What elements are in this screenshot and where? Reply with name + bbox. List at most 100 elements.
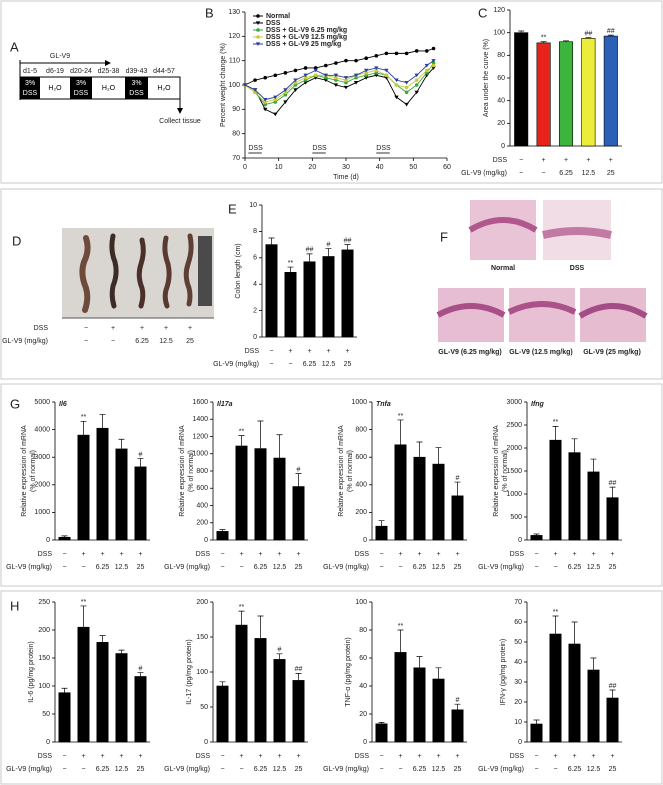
point [414, 78, 419, 82]
y-axis-label: (% of normal) [502, 450, 509, 492]
y-axis-label: IL-6 (pg/mg protein) [28, 641, 35, 702]
histology-label: Normal [491, 265, 515, 272]
series-line [244, 62, 434, 105]
y-tick-label: 0 [46, 537, 50, 544]
bar [549, 633, 562, 743]
error-bar [276, 434, 283, 459]
dss-cell: + [188, 325, 192, 332]
y-axis-label: IFN-γ (pg/mg protein) [500, 639, 507, 706]
point [414, 90, 419, 95]
y-tick-label: 0 [501, 143, 505, 150]
dose-cell: − [81, 766, 85, 773]
y-tick-label: 0 [253, 334, 257, 341]
dss-cell: + [164, 325, 168, 332]
dss-cell: + [436, 551, 440, 558]
phase-label: DSS [23, 90, 38, 97]
dss-cell: + [417, 753, 421, 760]
point [384, 68, 389, 73]
y-tick-label: 200 [196, 520, 208, 527]
dose-cell: 6.25 [559, 170, 573, 177]
y-tick-label: 130 [228, 9, 240, 16]
point [431, 46, 436, 51]
error-bar [295, 673, 302, 681]
error-bar [287, 266, 294, 273]
bar [254, 638, 267, 743]
y-tick-label: 100 [38, 683, 50, 690]
point [431, 66, 436, 70]
error-bar [563, 40, 569, 42]
dose-cell: 25 [609, 766, 617, 773]
error-bar [609, 486, 616, 498]
error-bar [552, 426, 559, 441]
error-bar [295, 473, 302, 487]
histology-label: GL-V9 (12.5 mg/kg) [509, 349, 572, 356]
dss-cell: + [591, 551, 595, 558]
bar [581, 38, 596, 147]
error-bar [306, 253, 313, 262]
legend-label: DSS + GL-V9 25 mg/kg [266, 41, 341, 48]
point [374, 68, 379, 73]
dose-cell: 25 [344, 361, 352, 368]
point [283, 100, 288, 105]
bar [558, 41, 574, 147]
error-bar [257, 615, 264, 639]
point [404, 90, 409, 95]
point [353, 80, 359, 85]
bar [216, 685, 229, 743]
y-tick-label: 100 [355, 599, 367, 606]
y-tick-label: 100 [493, 30, 505, 37]
dss-cell: + [542, 157, 546, 164]
error-bar [325, 248, 332, 257]
dss-cell: + [436, 753, 440, 760]
row-label: DSS [38, 551, 53, 558]
point [344, 58, 348, 63]
phase-label: H₂O [157, 85, 171, 92]
y-axis-label: (% of normal) [347, 450, 354, 492]
collect-label: Collect tissue [159, 118, 201, 125]
point [263, 107, 268, 112]
dss-cell: + [119, 753, 123, 760]
dose-cell: − [220, 766, 224, 773]
error-bar [585, 37, 592, 39]
bar [606, 697, 619, 743]
significance: ** [398, 413, 404, 420]
bar [96, 427, 109, 541]
dss-cell: + [296, 753, 300, 760]
dose-cell: 25 [137, 766, 145, 773]
legend-marker [256, 28, 260, 32]
row-label: DSS [245, 348, 260, 355]
point [425, 68, 429, 73]
bar [587, 669, 600, 743]
dose-cell: − [239, 766, 243, 773]
error-bar [219, 681, 226, 686]
series-line [244, 65, 434, 103]
point [333, 83, 339, 87]
error-bar [118, 649, 125, 654]
bar [394, 444, 407, 541]
y-axis-label: Relative expression of mRNA [179, 425, 186, 517]
row-label: GL-V9 (mg/kg) [164, 766, 210, 773]
period-label: DSS [376, 145, 391, 152]
dose-cell: 6.25 [96, 766, 110, 773]
y-tick-label: 600 [196, 485, 208, 492]
point [273, 73, 278, 78]
point [273, 112, 278, 117]
y-axis-label: Relative expression of mRNA [338, 425, 345, 517]
dss-cell: + [553, 753, 557, 760]
dss-cell: + [455, 551, 459, 558]
row-label: GL-V9 (mg/kg) [478, 564, 524, 571]
error-bar [590, 657, 597, 670]
y-tick-label: 0 [204, 739, 208, 746]
y-tick-label: 80 [359, 627, 367, 634]
y-tick-label: 90 [232, 106, 240, 113]
significance: # [456, 697, 460, 704]
dose-cell: − [269, 361, 273, 368]
error-bar [454, 481, 461, 496]
y-tick-label: 8 [253, 228, 257, 235]
error-bar [540, 41, 547, 43]
bar [375, 525, 388, 541]
dss-cell: + [100, 551, 104, 558]
bar [394, 652, 407, 743]
y-tick-label: 2 [253, 307, 257, 314]
